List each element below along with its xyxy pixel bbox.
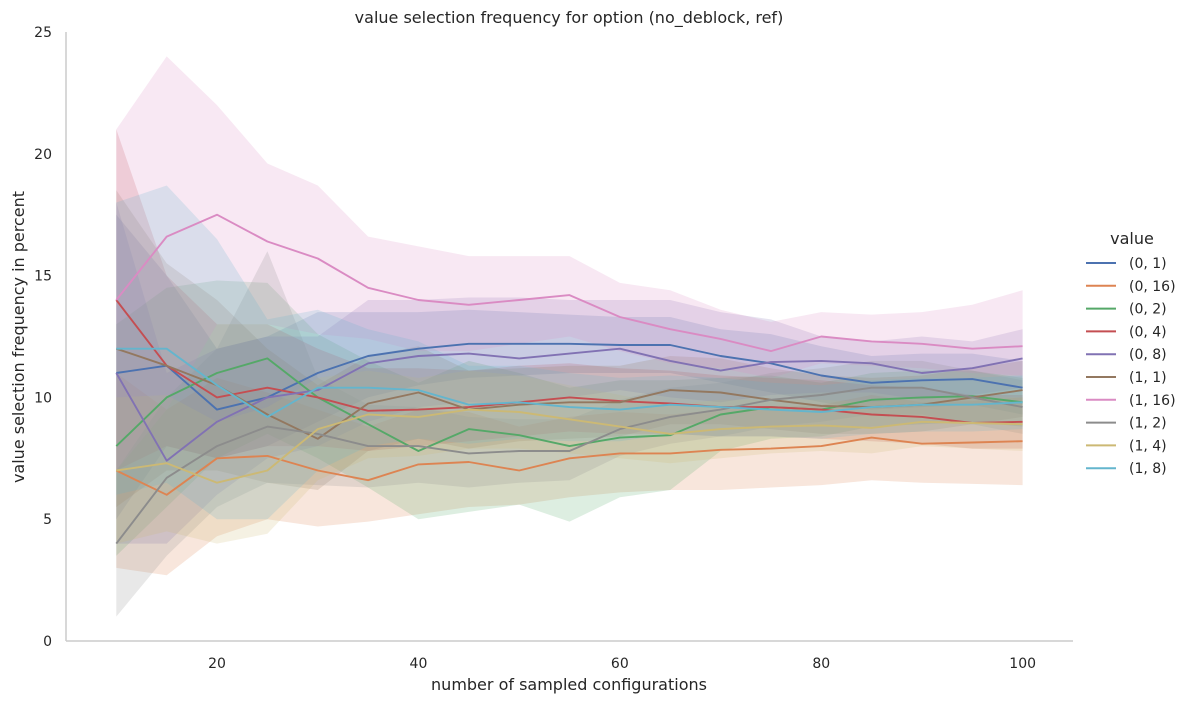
legend-label: (0, 2) — [1129, 302, 1167, 318]
y-axis-label: value selection frequency in percent — [9, 191, 28, 483]
confidence-band-2 — [116, 280, 1023, 556]
series-line-1 — [115, 436, 1023, 496]
y-tick-label: 25 — [34, 25, 52, 41]
confidence-band-3 — [116, 129, 1023, 471]
confidence-band-5 — [116, 190, 1023, 508]
legend-label: (0, 1) — [1129, 256, 1167, 272]
series-line-2 — [115, 357, 1023, 452]
confidence-band-8 — [116, 370, 1023, 544]
y-tick-label: 5 — [43, 512, 52, 528]
series-line-8 — [116, 408, 1023, 484]
x-tick-label: 40 — [410, 656, 428, 672]
legend-title: value — [1110, 229, 1154, 248]
legend-label: (0, 16) — [1129, 279, 1176, 295]
series-line-9 — [116, 347, 1023, 418]
confidence-band-6 — [116, 56, 1023, 471]
y-tick-label: 20 — [34, 147, 52, 163]
confidence-band-9 — [116, 185, 1023, 520]
legend-label: (1, 16) — [1129, 393, 1176, 409]
y-tick-label: 0 — [43, 634, 52, 650]
series-lines — [115, 213, 1023, 545]
legend-label: (1, 1) — [1129, 370, 1167, 386]
confidence-band-7 — [116, 251, 1023, 617]
confidence-band-4 — [116, 202, 1023, 544]
y-tick-labels: 0 5 10 15 20 25 — [34, 25, 52, 650]
x-axis-label: number of sampled configurations — [431, 675, 707, 694]
series-line-7 — [115, 386, 1023, 545]
chart-title: value selection frequency for option (no… — [355, 8, 784, 28]
y-tick-label: 10 — [34, 390, 52, 406]
legend-label: (0, 8) — [1129, 347, 1167, 363]
y-tick-label: 15 — [34, 269, 52, 285]
legend-label: (1, 2) — [1129, 416, 1167, 432]
legend-label: (1, 4) — [1129, 438, 1167, 454]
confidence-band-1 — [116, 373, 1023, 576]
series-line-4 — [115, 347, 1023, 462]
x-tick-label: 100 — [1009, 656, 1036, 672]
series-line-6 — [115, 213, 1023, 353]
legend-label: (1, 8) — [1129, 461, 1167, 477]
x-tick-label: 60 — [611, 656, 629, 672]
x-tick-labels: 20 40 60 80 100 — [208, 656, 1036, 672]
confidence-bands — [116, 56, 1023, 617]
x-tick-label: 80 — [812, 656, 830, 672]
legend: value (0, 1) (0, 16) (0, 2) (0, 4) (0, 8) (1,… — [1086, 229, 1176, 477]
x-tick-label: 20 — [208, 656, 226, 672]
legend-label: (0, 4) — [1129, 324, 1167, 340]
confidence-band-0 — [116, 214, 1023, 520]
series-line-3 — [115, 299, 1023, 424]
